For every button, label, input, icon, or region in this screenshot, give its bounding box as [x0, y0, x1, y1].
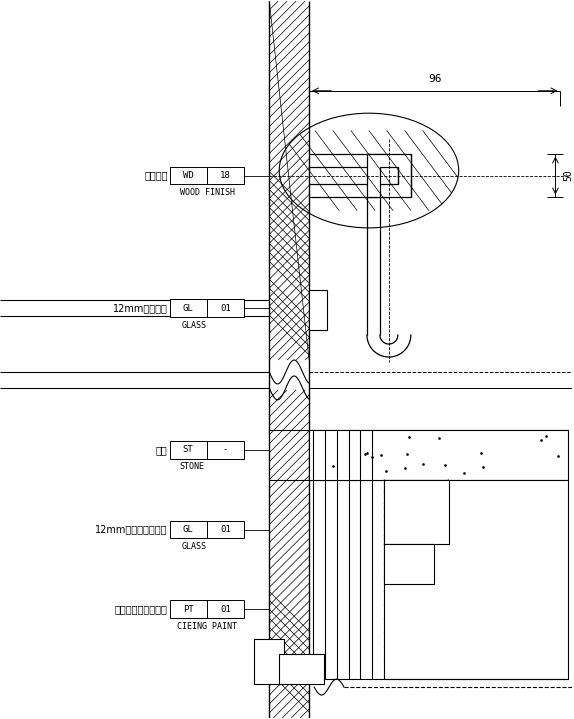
Text: WOOD FINISH: WOOD FINISH	[180, 188, 235, 197]
Text: -: -	[223, 445, 228, 454]
Text: GL: GL	[183, 525, 193, 534]
Text: GLASS: GLASS	[182, 542, 207, 551]
Bar	[169, 167, 245, 185]
Bar	[169, 441, 245, 459]
Text: 18: 18	[220, 171, 231, 180]
Text: 石材: 石材	[156, 445, 168, 454]
Text: STONE: STONE	[179, 462, 204, 471]
Bar	[254, 639, 284, 684]
Text: 01: 01	[220, 303, 231, 313]
Bar	[169, 600, 245, 618]
Text: GLASS: GLASS	[182, 321, 207, 329]
Text: 96: 96	[428, 74, 441, 84]
Bar	[384, 480, 449, 544]
Bar	[380, 167, 398, 185]
Text: WD: WD	[183, 171, 193, 180]
Bar	[367, 154, 411, 198]
Text: 实木扩手: 实木扩手	[144, 170, 168, 180]
Bar	[169, 521, 245, 539]
Text: GL: GL	[183, 303, 193, 313]
Bar	[309, 290, 327, 330]
Text: 01: 01	[220, 525, 231, 534]
Bar	[309, 430, 568, 480]
Bar	[169, 299, 245, 317]
Text: 01: 01	[220, 605, 231, 614]
Text: 50: 50	[564, 170, 573, 181]
Text: CIEING PAINT: CIEING PAINT	[177, 622, 238, 631]
Text: ST: ST	[183, 445, 193, 454]
Text: 12mm钙化玻璃面墙砖: 12mm钙化玻璃面墙砖	[95, 525, 168, 534]
Bar	[384, 544, 434, 585]
Bar	[384, 480, 568, 679]
Text: 美纹打底白色乳胶漆: 美纹打底白色乳胶漆	[115, 604, 168, 614]
Text: 12mm钙化玻璃: 12mm钙化玻璃	[113, 303, 168, 313]
Text: PT: PT	[183, 605, 193, 614]
Bar	[279, 654, 324, 684]
